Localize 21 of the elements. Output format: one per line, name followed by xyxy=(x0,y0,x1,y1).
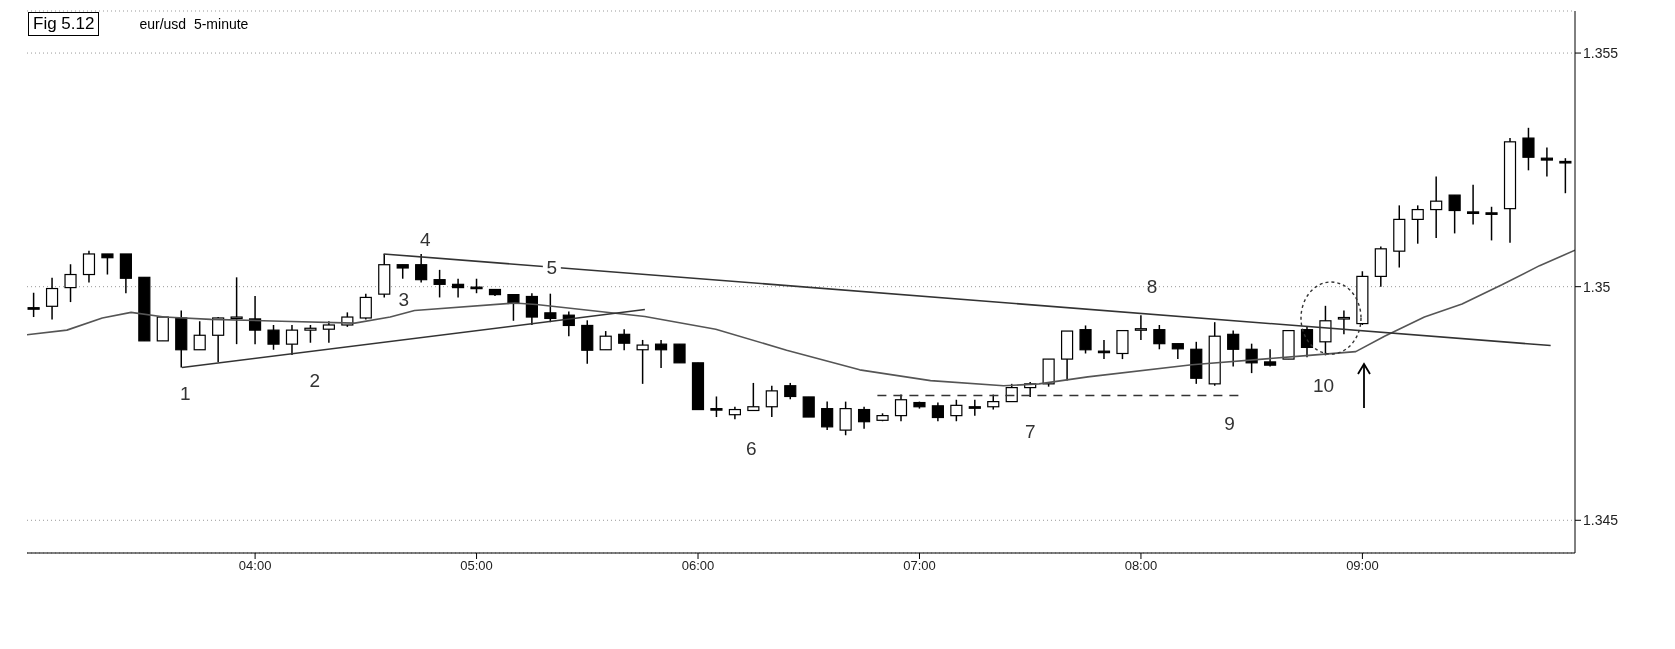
y-tick-label: 1.345 xyxy=(1583,512,1619,529)
annotation: 7 xyxy=(1024,421,1036,443)
annotation: 2 xyxy=(309,370,321,392)
annotation: 1 xyxy=(180,383,191,405)
x-tick-label: 05:00 xyxy=(460,558,493,574)
x-tick-label: 09:00 xyxy=(1346,558,1379,574)
y-tick-label: 1.355 xyxy=(1583,45,1619,62)
chart-title: Fig 5.12 xyxy=(28,12,100,36)
annotation: 6 xyxy=(746,437,757,459)
x-tick-label: 08:00 xyxy=(1124,558,1158,574)
annotation: 5 xyxy=(546,256,558,278)
x-tick-label: 07:00 xyxy=(903,558,936,574)
annotation: 4 xyxy=(419,229,431,251)
annotation: 10 xyxy=(1312,374,1335,396)
annotation: 3 xyxy=(398,288,410,310)
x-tick-label: 04:00 xyxy=(238,558,272,574)
y-tick-label: 1.35 xyxy=(1583,278,1611,295)
x-tick-label: 06:00 xyxy=(681,558,715,574)
annotation: 9 xyxy=(1224,413,1235,435)
annotation: 8 xyxy=(1146,275,1158,297)
chart-subtitle: eur/usd 5-minute xyxy=(139,16,249,32)
